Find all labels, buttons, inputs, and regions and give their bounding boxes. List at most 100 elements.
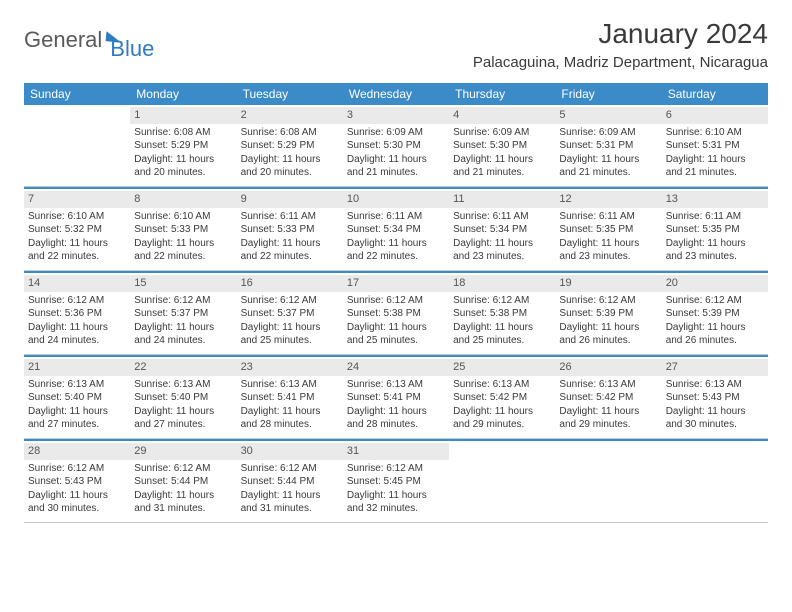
day-text: Sunrise: 6:11 AM Sunset: 5:35 PM Dayligh… — [559, 210, 657, 264]
day-cell: 11 Sunrise: 6:11 AM Sunset: 5:34 PM Dayli… — [449, 189, 555, 271]
day-number: 10 — [343, 191, 449, 208]
dow-wednesday: Wednesday — [343, 83, 449, 105]
day-text: Sunrise: 6:12 AM Sunset: 5:36 PM Dayligh… — [28, 294, 126, 348]
days-of-week-row: Sunday Monday Tuesday Wednesday Thursday… — [24, 83, 768, 105]
day-text: Sunrise: 6:08 AM Sunset: 5:29 PM Dayligh… — [134, 126, 232, 180]
day-text: Sunrise: 6:13 AM Sunset: 5:40 PM Dayligh… — [28, 378, 126, 432]
dow-sunday: Sunday — [24, 83, 130, 105]
day-number: 7 — [24, 191, 130, 208]
day-number: 24 — [343, 359, 449, 376]
day-cell: 5 Sunrise: 6:09 AM Sunset: 5:31 PM Daylig… — [555, 105, 661, 187]
day-text: Sunrise: 6:11 AM Sunset: 5:35 PM Dayligh… — [666, 210, 764, 264]
day-text: Sunrise: 6:10 AM Sunset: 5:33 PM Dayligh… — [134, 210, 232, 264]
day-cell: 4 Sunrise: 6:09 AM Sunset: 5:30 PM Daylig… — [449, 105, 555, 187]
day-text: Sunrise: 6:08 AM Sunset: 5:29 PM Dayligh… — [241, 126, 339, 180]
title-block: January 2024 Palacaguina, Madriz Departm… — [473, 18, 768, 79]
day-cell: 15 Sunrise: 6:12 AM Sunset: 5:37 PM Dayli… — [130, 273, 236, 355]
day-number: 4 — [449, 107, 555, 124]
day-cell: 31 Sunrise: 6:12 AM Sunset: 5:45 PM Dayli… — [343, 441, 449, 523]
logo-text-1: General — [24, 27, 102, 53]
day-number: 15 — [130, 275, 236, 292]
day-cell: 2 Sunrise: 6:08 AM Sunset: 5:29 PM Daylig… — [237, 105, 343, 187]
day-cell: 24 Sunrise: 6:13 AM Sunset: 5:41 PM Dayli… — [343, 357, 449, 439]
day-number: 9 — [237, 191, 343, 208]
day-number: 1 — [130, 107, 236, 124]
day-cell: 3 Sunrise: 6:09 AM Sunset: 5:30 PM Daylig… — [343, 105, 449, 187]
day-cell: 19 Sunrise: 6:12 AM Sunset: 5:39 PM Dayli… — [555, 273, 661, 355]
day-cell: 16 Sunrise: 6:12 AM Sunset: 5:37 PM Dayli… — [237, 273, 343, 355]
day-cell: 27 Sunrise: 6:13 AM Sunset: 5:43 PM Dayli… — [662, 357, 768, 439]
day-cell: 23Sunrise: 6:13 AM Sunset: 5:41 PM Dayli… — [237, 357, 343, 439]
dow-monday: Monday — [130, 83, 236, 105]
week-row: 21Sunrise: 6:13 AM Sunset: 5:40 PM Dayli… — [24, 357, 768, 439]
day-text: Sunrise: 6:12 AM Sunset: 5:39 PM Dayligh… — [666, 294, 764, 348]
day-cell: 20 Sunrise: 6:12 AM Sunset: 5:39 PM Dayli… — [662, 273, 768, 355]
week-row: 14 Sunrise: 6:12 AM Sunset: 5:36 PM Dayli… — [24, 273, 768, 355]
day-text: Sunrise: 6:12 AM Sunset: 5:45 PM Dayligh… — [347, 462, 445, 516]
day-text: Sunrise: 6:09 AM Sunset: 5:31 PM Dayligh… — [559, 126, 657, 180]
day-number: 3 — [343, 107, 449, 124]
day-cell — [449, 441, 555, 523]
week-row: 28 Sunrise: 6:12 AM Sunset: 5:43 PM Dayli… — [24, 441, 768, 523]
day-cell: 17Sunrise: 6:12 AM Sunset: 5:38 PM Dayli… — [343, 273, 449, 355]
day-number: 22 — [130, 359, 236, 376]
day-number: 18 — [449, 275, 555, 292]
day-number: 30 — [237, 443, 343, 460]
day-text: Sunrise: 6:12 AM Sunset: 5:43 PM Dayligh… — [28, 462, 126, 516]
calendar: Sunday Monday Tuesday Wednesday Thursday… — [24, 83, 768, 523]
day-cell: 9Sunrise: 6:11 AM Sunset: 5:33 PM Daylig… — [237, 189, 343, 271]
day-number: 16 — [237, 275, 343, 292]
day-number: 21 — [24, 359, 130, 376]
day-number: 8 — [130, 191, 236, 208]
day-text: Sunrise: 6:12 AM Sunset: 5:39 PM Dayligh… — [559, 294, 657, 348]
day-number: 27 — [662, 359, 768, 376]
day-text: Sunrise: 6:13 AM Sunset: 5:42 PM Dayligh… — [453, 378, 551, 432]
day-number: 14 — [24, 275, 130, 292]
dow-thursday: Thursday — [449, 83, 555, 105]
day-cell: 13Sunrise: 6:11 AM Sunset: 5:35 PM Dayli… — [662, 189, 768, 271]
day-text: Sunrise: 6:11 AM Sunset: 5:34 PM Dayligh… — [453, 210, 551, 264]
day-cell: 18Sunrise: 6:12 AM Sunset: 5:38 PM Dayli… — [449, 273, 555, 355]
day-number: 6 — [662, 107, 768, 124]
day-number: 25 — [449, 359, 555, 376]
day-cell: 14 Sunrise: 6:12 AM Sunset: 5:36 PM Dayli… — [24, 273, 130, 355]
day-number: 20 — [662, 275, 768, 292]
day-number: 2 — [237, 107, 343, 124]
day-cell — [24, 105, 130, 187]
day-cell: 28 Sunrise: 6:12 AM Sunset: 5:43 PM Dayli… — [24, 441, 130, 523]
day-text: Sunrise: 6:09 AM Sunset: 5:30 PM Dayligh… — [347, 126, 445, 180]
day-number: 29 — [130, 443, 236, 460]
day-number: 12 — [555, 191, 661, 208]
dow-saturday: Saturday — [662, 83, 768, 105]
day-text: Sunrise: 6:13 AM Sunset: 5:42 PM Dayligh… — [559, 378, 657, 432]
day-text: Sunrise: 6:13 AM Sunset: 5:41 PM Dayligh… — [347, 378, 445, 432]
day-number: 5 — [555, 107, 661, 124]
day-cell: 12 Sunrise: 6:11 AM Sunset: 5:35 PM Dayli… — [555, 189, 661, 271]
dow-friday: Friday — [555, 83, 661, 105]
day-number: 17 — [343, 275, 449, 292]
day-text: Sunrise: 6:13 AM Sunset: 5:40 PM Dayligh… — [134, 378, 232, 432]
day-number: 28 — [24, 443, 130, 460]
day-text: Sunrise: 6:12 AM Sunset: 5:44 PM Dayligh… — [134, 462, 232, 516]
day-text: Sunrise: 6:13 AM Sunset: 5:43 PM Dayligh… — [666, 378, 764, 432]
day-text: Sunrise: 6:13 AM Sunset: 5:41 PM Dayligh… — [241, 378, 339, 432]
day-text: Sunrise: 6:09 AM Sunset: 5:30 PM Dayligh… — [453, 126, 551, 180]
day-cell: 25 Sunrise: 6:13 AM Sunset: 5:42 PM Dayli… — [449, 357, 555, 439]
day-text: Sunrise: 6:10 AM Sunset: 5:32 PM Dayligh… — [28, 210, 126, 264]
month-title: January 2024 — [473, 18, 768, 50]
day-cell — [555, 441, 661, 523]
day-number: 11 — [449, 191, 555, 208]
day-cell: 22 Sunrise: 6:13 AM Sunset: 5:40 PM Dayli… — [130, 357, 236, 439]
day-cell: 7 Sunrise: 6:10 AM Sunset: 5:32 PM Daylig… — [24, 189, 130, 271]
day-cell: 21 Sunrise: 6:13 AM Sunset: 5:40 PM Dayli… — [24, 357, 130, 439]
day-number: 26 — [555, 359, 661, 376]
week-row: 1 Sunrise: 6:08 AM Sunset: 5:29 PM Daylig… — [24, 105, 768, 187]
day-text: Sunrise: 6:12 AM Sunset: 5:37 PM Dayligh… — [134, 294, 232, 348]
day-cell: 1 Sunrise: 6:08 AM Sunset: 5:29 PM Daylig… — [130, 105, 236, 187]
day-number: 19 — [555, 275, 661, 292]
day-text: Sunrise: 6:12 AM Sunset: 5:37 PM Dayligh… — [241, 294, 339, 348]
location-text: Palacaguina, Madriz Department, Nicaragu… — [473, 54, 768, 71]
header: General Blue January 2024 Palacaguina, M… — [24, 18, 768, 79]
day-number: 31 — [343, 443, 449, 460]
logo-text-2: Blue — [110, 36, 154, 62]
